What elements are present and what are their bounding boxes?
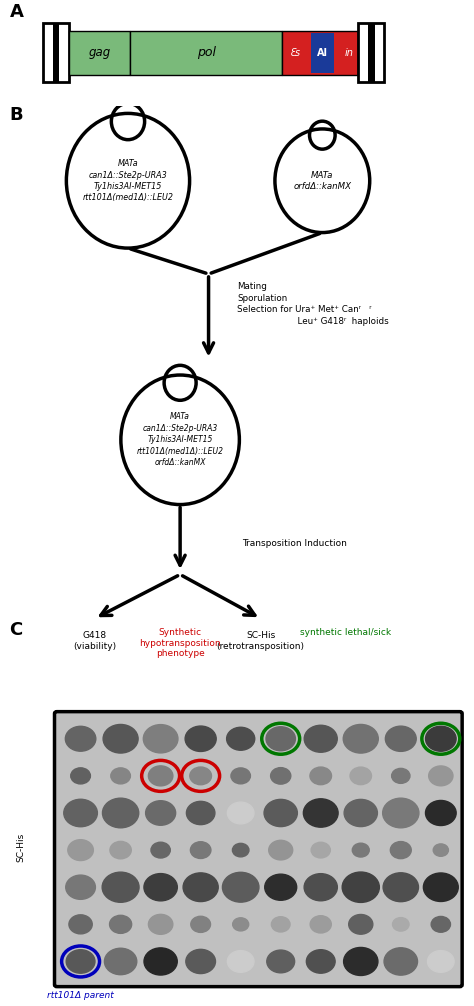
Bar (282, 30, 358, 75)
Text: gag: gag (89, 46, 110, 59)
Circle shape (306, 950, 335, 973)
Circle shape (383, 873, 419, 901)
Bar (311, 33, 334, 72)
Circle shape (228, 802, 254, 824)
Text: synthetic lethal/sick: synthetic lethal/sick (301, 629, 392, 638)
Circle shape (423, 873, 458, 901)
Circle shape (392, 917, 409, 932)
Circle shape (344, 800, 377, 827)
Circle shape (144, 948, 177, 975)
Circle shape (433, 844, 448, 856)
Text: SC-His
(retrotransposition): SC-His (retrotransposition) (217, 632, 305, 651)
Circle shape (428, 951, 454, 973)
Circle shape (148, 766, 173, 786)
Circle shape (65, 726, 96, 751)
Bar (43, 23, 69, 82)
Circle shape (304, 873, 337, 900)
Bar (358, 23, 384, 82)
Circle shape (110, 841, 131, 859)
Circle shape (186, 950, 216, 974)
Circle shape (109, 915, 132, 934)
Text: G418
(viability): G418 (viability) (73, 632, 116, 651)
Text: AI: AI (317, 48, 328, 57)
FancyBboxPatch shape (55, 711, 462, 987)
Circle shape (233, 917, 249, 931)
Bar (130, 30, 282, 75)
Circle shape (69, 914, 92, 934)
Circle shape (186, 802, 215, 825)
Circle shape (428, 766, 453, 786)
Circle shape (343, 724, 378, 753)
Circle shape (383, 798, 419, 828)
Circle shape (303, 799, 338, 827)
Circle shape (143, 724, 178, 752)
Circle shape (271, 768, 291, 784)
Circle shape (431, 916, 450, 933)
Circle shape (265, 874, 297, 900)
Circle shape (304, 725, 337, 752)
Circle shape (66, 875, 95, 899)
Circle shape (190, 767, 211, 785)
Circle shape (342, 872, 379, 902)
Circle shape (272, 916, 290, 932)
Circle shape (104, 949, 137, 975)
Circle shape (266, 726, 295, 750)
Circle shape (227, 727, 255, 750)
Circle shape (310, 915, 331, 933)
Text: SC-His: SC-His (17, 833, 26, 862)
Circle shape (390, 842, 411, 859)
Circle shape (232, 843, 249, 857)
Circle shape (222, 872, 259, 902)
Circle shape (151, 842, 170, 858)
Circle shape (311, 842, 330, 858)
Text: MATa
orfdΔ::kanMX: MATa orfdΔ::kanMX (293, 171, 351, 191)
Circle shape (71, 768, 91, 784)
Bar (368, 23, 374, 82)
Bar (69, 30, 130, 75)
Circle shape (426, 801, 456, 826)
Text: Mating
Sporulation
Selection for Ura⁺ Met⁺ Canʳ   ʳ
                      Leu⁺ G: Mating Sporulation Selection for Ura⁺ Me… (237, 282, 389, 326)
Circle shape (144, 873, 177, 900)
Text: MATa
can1Δ::Ste2p-URA3
Ty1his3AI-MET15
rtt101Δ(med1Δ)::LEU2: MATa can1Δ::Ste2p-URA3 Ty1his3AI-MET15 r… (82, 159, 173, 202)
Circle shape (385, 726, 416, 751)
Text: Synthetic
hypotransposition
phenotype: Synthetic hypotransposition phenotype (139, 629, 221, 658)
Circle shape (344, 948, 378, 976)
Text: Ɛs: Ɛs (289, 48, 301, 57)
Circle shape (183, 873, 218, 901)
Circle shape (349, 914, 373, 935)
Circle shape (191, 842, 211, 858)
Circle shape (392, 769, 410, 784)
Circle shape (310, 767, 331, 785)
Circle shape (384, 948, 418, 975)
Circle shape (269, 840, 293, 860)
Text: rtt101Δ parent: rtt101Δ parent (47, 991, 114, 1000)
Circle shape (102, 872, 139, 902)
Circle shape (111, 768, 130, 784)
Text: pol: pol (197, 46, 216, 59)
Text: Transposition Induction: Transposition Induction (242, 539, 346, 548)
Circle shape (350, 768, 372, 785)
Text: MATa
can1Δ::Ste2p-URA3
Ty1his3AI-MET15
rtt101Δ(med1Δ)::LEU2
orfdΔ::kanMX: MATa can1Δ::Ste2p-URA3 Ty1his3AI-MET15 r… (137, 412, 224, 467)
Circle shape (66, 950, 95, 973)
Circle shape (191, 916, 210, 933)
Circle shape (102, 798, 139, 828)
Circle shape (185, 726, 216, 751)
Text: in: in (345, 48, 354, 57)
Circle shape (146, 801, 176, 825)
Text: A: A (9, 3, 23, 21)
Circle shape (264, 800, 297, 827)
Text: C: C (9, 621, 23, 639)
Text: B: B (9, 106, 23, 124)
Circle shape (148, 914, 173, 935)
Circle shape (68, 840, 93, 860)
Circle shape (64, 799, 97, 827)
Circle shape (352, 843, 369, 857)
Circle shape (231, 768, 250, 784)
Circle shape (103, 724, 138, 753)
Circle shape (228, 951, 254, 973)
Bar (53, 23, 59, 82)
Circle shape (426, 726, 456, 751)
Circle shape (267, 950, 295, 973)
